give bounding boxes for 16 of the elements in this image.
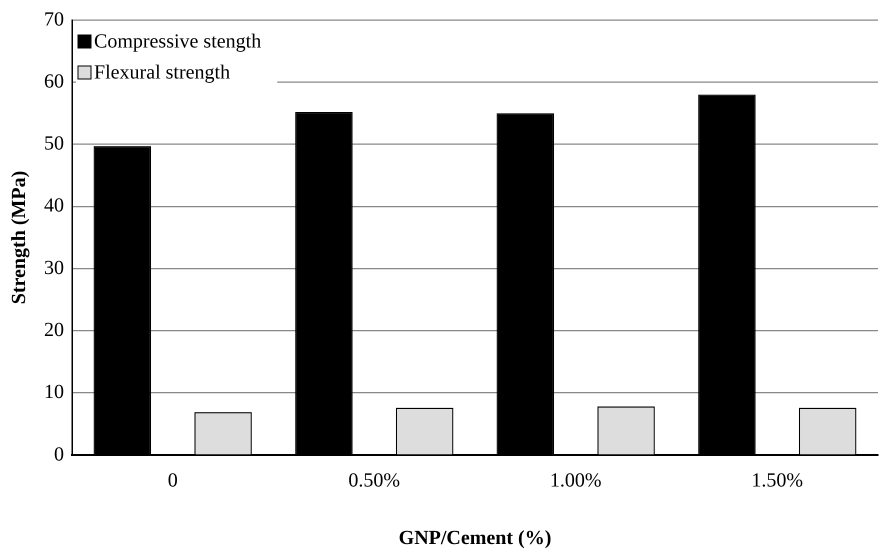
legend-label: Compressive stength xyxy=(94,30,262,52)
y-tick-label: 40 xyxy=(44,194,64,217)
y-tick-label: 0 xyxy=(54,443,64,466)
y-tick-label: 50 xyxy=(44,132,64,155)
y-axis-title: Strength (MPa) xyxy=(8,170,30,304)
y-tick-label: 30 xyxy=(44,256,64,279)
y-tick-label: 70 xyxy=(44,8,64,30)
x-tick-label: 1.00% xyxy=(550,469,602,492)
x-axis-title: GNP/Cement (%) xyxy=(398,527,552,550)
x-tick-label: 1.50% xyxy=(751,469,804,492)
y-tick-label: 20 xyxy=(44,318,64,341)
y-tick-label: 60 xyxy=(44,70,64,92)
x-tick-label: 0.50% xyxy=(348,469,400,492)
y-tick-label: 10 xyxy=(44,381,64,404)
legend-label: Flexural strength xyxy=(94,61,230,84)
x-tick-label: 0 xyxy=(168,469,178,492)
